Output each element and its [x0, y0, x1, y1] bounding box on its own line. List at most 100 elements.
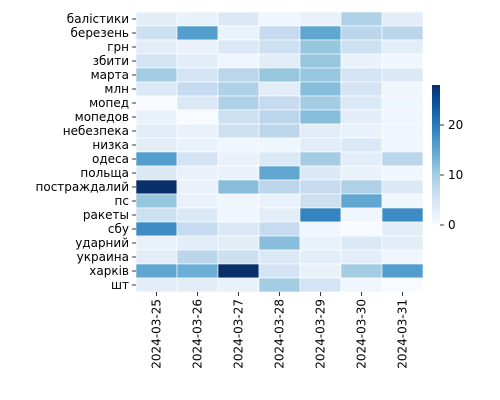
- heatmap-cell: [217, 67, 260, 83]
- heatmap-cell: [258, 165, 301, 181]
- heatmap-cells: [135, 11, 424, 293]
- heatmap-cell: [258, 67, 301, 83]
- heatmap-cell: [217, 123, 260, 139]
- heatmap-cell: [258, 53, 301, 69]
- heatmap-cell: [381, 81, 424, 97]
- heatmap-cell: [340, 81, 383, 97]
- heatmap-cell: [135, 193, 178, 209]
- heatmap-cell: [340, 249, 383, 265]
- heatmap-cell: [135, 151, 178, 167]
- heatmap-cell: [299, 67, 342, 83]
- x-tick-label: 2024-03-27: [232, 299, 246, 369]
- y-tick-label: шт: [111, 278, 129, 292]
- x-tick-label: 2024-03-25: [150, 299, 164, 369]
- heatmap-cell: [217, 277, 260, 293]
- y-tick-label: низка: [92, 138, 129, 152]
- heatmap-cell: [381, 165, 424, 181]
- y-tick-label: грн: [107, 40, 129, 54]
- heatmap-cell: [258, 263, 301, 279]
- heatmap-cell: [340, 109, 383, 125]
- heatmap-cell: [135, 25, 178, 41]
- heatmap-cell: [258, 109, 301, 125]
- heatmap-cell: [258, 123, 301, 139]
- heatmap-cell: [135, 81, 178, 97]
- y-tick-label: ракеты: [83, 208, 129, 222]
- heatmap-cell: [135, 123, 178, 139]
- heatmap-cell: [381, 67, 424, 83]
- heatmap-cell: [217, 81, 260, 97]
- heatmap-cell: [299, 53, 342, 69]
- heatmap-cell: [299, 263, 342, 279]
- heatmap-cell: [258, 137, 301, 153]
- heatmap-cell: [217, 137, 260, 153]
- heatmap-cell: [135, 53, 178, 69]
- heatmap-cell: [176, 207, 219, 223]
- x-tick-labels: 2024-03-25 2024-03-26 2024-03-27 2024-03-28…: [150, 292, 410, 369]
- heatmap-cell: [299, 25, 342, 41]
- heatmap-cell: [381, 179, 424, 195]
- heatmap-cell: [176, 123, 219, 139]
- heatmap-cell: [135, 39, 178, 55]
- y-tick-label: небезпека: [63, 124, 129, 138]
- heatmap-cell: [217, 151, 260, 167]
- heatmap-cell: [176, 95, 219, 111]
- heatmap-cell: [299, 207, 342, 223]
- heatmap-cell: [340, 39, 383, 55]
- heatmap-cell: [340, 123, 383, 139]
- heatmap-cell: [135, 109, 178, 125]
- heatmap-cell: [217, 221, 260, 237]
- colorbar-tick-label: 20: [448, 118, 463, 132]
- heatmap-cell: [381, 39, 424, 55]
- heatmap-cell: [340, 67, 383, 83]
- heatmap-cell: [299, 123, 342, 139]
- heatmap-cell: [176, 263, 219, 279]
- heatmap-cell: [340, 25, 383, 41]
- heatmap-cell: [340, 235, 383, 251]
- y-tick-label: польща: [80, 166, 129, 180]
- heatmap-cell: [176, 53, 219, 69]
- heatmap-cell: [340, 165, 383, 181]
- heatmap-cell: [381, 249, 424, 265]
- heatmap-cell: [258, 249, 301, 265]
- heatmap-cell: [135, 277, 178, 293]
- heatmap-cell: [135, 179, 178, 195]
- heatmap-cell: [176, 249, 219, 265]
- heatmap-cell: [340, 221, 383, 237]
- heatmap-cell: [340, 137, 383, 153]
- heatmap-cell: [258, 25, 301, 41]
- colorbar-gradient: [432, 85, 440, 225]
- heatmap-cell: [217, 53, 260, 69]
- heatmap-cell: [217, 25, 260, 41]
- heatmap-cell: [381, 53, 424, 69]
- heatmap-cell: [135, 221, 178, 237]
- heatmap-cell: [258, 277, 301, 293]
- heatmap-cell: [217, 263, 260, 279]
- y-tick-label: збити: [93, 54, 129, 68]
- y-tick-label: мопедов: [75, 110, 129, 124]
- heatmap-cell: [176, 11, 219, 27]
- heatmap-cell: [217, 11, 260, 27]
- heatmap-cell: [176, 165, 219, 181]
- heatmap-cell: [340, 151, 383, 167]
- y-tick-label: млн: [104, 82, 129, 96]
- heatmap-cell: [135, 11, 178, 27]
- heatmap-cell: [258, 95, 301, 111]
- heatmap-cell: [381, 263, 424, 279]
- heatmap-cell: [135, 67, 178, 83]
- heatmap-cell: [135, 95, 178, 111]
- heatmap-cell: [340, 207, 383, 223]
- heatmap-cell: [135, 249, 178, 265]
- heatmap-cell: [381, 221, 424, 237]
- y-tick-labels: балістикиберезеньгрнзбитимартамлнмопедмо…: [36, 12, 136, 292]
- y-tick-label: сбу: [108, 222, 129, 236]
- heatmap-cell: [258, 221, 301, 237]
- colorbar-tick-label: 0: [448, 218, 456, 232]
- heatmap-cell: [217, 39, 260, 55]
- y-tick-label: ударний: [75, 236, 129, 250]
- heatmap-cell: [299, 277, 342, 293]
- heatmap-cell: [381, 137, 424, 153]
- heatmap-cell: [217, 95, 260, 111]
- heatmap-cell: [217, 165, 260, 181]
- heatmap-cell: [135, 165, 178, 181]
- heatmap-cell: [381, 95, 424, 111]
